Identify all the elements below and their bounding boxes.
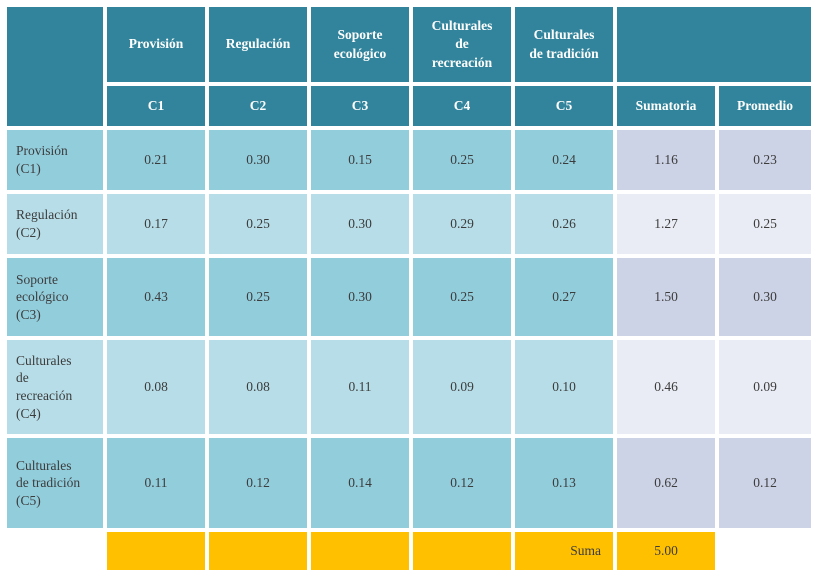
value-cell: 0.25 (209, 194, 307, 254)
row-label-c3: Soporte ecológico (C3) (7, 258, 103, 336)
row-label-c4: Culturales de recreación (C4) (7, 340, 103, 434)
col-header-culturales-recreacion: Culturales de recreación (413, 7, 511, 82)
sumatoria-cell: 1.16 (617, 130, 715, 190)
value-cell: 0.11 (311, 340, 409, 434)
col-header-c5: C5 (515, 86, 613, 126)
row-label-name: Regulación (16, 207, 78, 223)
value-cell: 0.26 (515, 194, 613, 254)
value-cell: 0.25 (413, 258, 511, 336)
footer-orange-cell (413, 532, 511, 570)
value-cell: 0.30 (311, 194, 409, 254)
row-label-name: Soporte ecológico (16, 271, 69, 305)
col-header-c3: C3 (311, 86, 409, 126)
promedio-cell: 0.25 (719, 194, 811, 254)
header-row-codes: C1 C2 C3 C4 C5 Sumatoria Promedio (7, 86, 811, 126)
row-label-code: (C3) (16, 306, 41, 322)
col-header-c2: C2 (209, 86, 307, 126)
row-label-c2: Regulación (C2) (7, 194, 103, 254)
corner-cell (7, 7, 103, 126)
col-header-provision: Provisión (107, 7, 205, 82)
value-cell: 0.43 (107, 258, 205, 336)
sumatoria-cell: 0.62 (617, 438, 715, 528)
value-cell: 0.27 (515, 258, 613, 336)
value-cell: 0.14 (311, 438, 409, 528)
value-cell: 0.30 (209, 130, 307, 190)
value-cell: 0.25 (413, 130, 511, 190)
footer-orange-cell (209, 532, 307, 570)
table-row: Soporte ecológico (C3) 0.43 0.25 0.30 0.… (7, 258, 811, 336)
header-row-groups: Provisión Regulación Soporte ecológico C… (7, 7, 811, 126)
value-cell: 0.21 (107, 130, 205, 190)
criteria-weights-table: Provisión Regulación Soporte ecológico C… (3, 3, 815, 574)
col-header-culturales-tradicion: Culturales de tradición (515, 7, 613, 82)
footer-orange-cell (311, 532, 409, 570)
value-cell: 0.15 (311, 130, 409, 190)
col-header-regulacion: Regulación (209, 7, 307, 82)
suma-total-cell: 5.00 (617, 532, 715, 570)
value-cell: 0.10 (515, 340, 613, 434)
value-cell: 0.13 (515, 438, 613, 528)
value-cell: 0.09 (413, 340, 511, 434)
value-cell: 0.24 (515, 130, 613, 190)
col-header-soporte-ecologico: Soporte ecológico (311, 7, 409, 82)
value-cell: 0.29 (413, 194, 511, 254)
row-label-code: (C2) (16, 225, 41, 240)
value-cell: 0.17 (107, 194, 205, 254)
col-header-promedio: Promedio (719, 86, 811, 126)
footer-orange-cell (107, 532, 205, 570)
value-cell: 0.25 (209, 258, 307, 336)
row-label-code: (C5) (16, 492, 41, 508)
row-label-name: Provisión (16, 143, 68, 159)
row-label-c5: Culturales de tradición (C5) (7, 438, 103, 528)
footer-blank-promedio-cell (719, 532, 811, 570)
value-cell: 0.08 (107, 340, 205, 434)
footer-blank-label-cell (7, 532, 103, 570)
value-cell: 0.12 (413, 438, 511, 528)
row-label-name: Culturales de recreación (16, 352, 73, 403)
footer-row: Suma 5.00 (7, 532, 811, 570)
value-cell: 0.11 (107, 438, 205, 528)
table-row: Provisión (C1) 0.21 0.30 0.15 0.25 0.24 … (7, 130, 811, 190)
sumatoria-cell: 1.27 (617, 194, 715, 254)
col-header-c1: C1 (107, 86, 205, 126)
table-row: Culturales de recreación (C4) 0.08 0.08 … (7, 340, 811, 434)
row-label-code: (C1) (16, 161, 41, 176)
row-label-name: Culturales de tradición (16, 457, 81, 491)
header-spacer-cell (617, 7, 811, 82)
promedio-cell: 0.30 (719, 258, 811, 336)
value-cell: 0.12 (209, 438, 307, 528)
sumatoria-cell: 0.46 (617, 340, 715, 434)
sumatoria-cell: 1.50 (617, 258, 715, 336)
promedio-cell: 0.09 (719, 340, 811, 434)
promedio-cell: 0.12 (719, 438, 811, 528)
promedio-cell: 0.23 (719, 130, 811, 190)
col-header-sumatoria: Sumatoria (617, 86, 715, 126)
table-row: Regulación (C2) 0.17 0.25 0.30 0.29 0.26… (7, 194, 811, 254)
row-label-c1: Provisión (C1) (7, 130, 103, 190)
value-cell: 0.08 (209, 340, 307, 434)
table-row: Culturales de tradición (C5) 0.11 0.12 0… (7, 438, 811, 528)
row-label-code: (C4) (16, 405, 41, 421)
suma-label-cell: Suma (515, 532, 613, 570)
value-cell: 0.30 (311, 258, 409, 336)
col-header-c4: C4 (413, 86, 511, 126)
